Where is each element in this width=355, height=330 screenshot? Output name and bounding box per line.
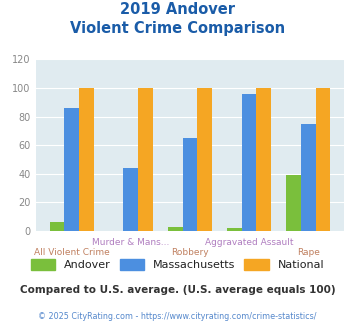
Bar — [227, 228, 242, 231]
Text: Compared to U.S. average. (U.S. average equals 100): Compared to U.S. average. (U.S. average … — [20, 285, 335, 295]
Bar — [138, 88, 153, 231]
Bar — [301, 124, 316, 231]
Bar — [182, 138, 197, 231]
Bar — [316, 88, 330, 231]
Bar — [242, 94, 256, 231]
Text: Rape: Rape — [297, 248, 320, 257]
Text: 2019 Andover: 2019 Andover — [120, 2, 235, 16]
Bar — [79, 88, 94, 231]
Bar — [50, 222, 64, 231]
Text: Robbery: Robbery — [171, 248, 209, 257]
Bar — [124, 168, 138, 231]
Bar — [286, 175, 301, 231]
Text: All Violent Crime: All Violent Crime — [34, 248, 110, 257]
Text: © 2025 CityRating.com - https://www.cityrating.com/crime-statistics/: © 2025 CityRating.com - https://www.city… — [38, 312, 317, 321]
Bar — [256, 88, 271, 231]
Text: Violent Crime Comparison: Violent Crime Comparison — [70, 21, 285, 36]
Legend: Andover, Massachusetts, National: Andover, Massachusetts, National — [26, 255, 329, 275]
Text: Murder & Mans...: Murder & Mans... — [92, 238, 169, 247]
Bar — [64, 108, 79, 231]
Bar — [197, 88, 212, 231]
Text: Aggravated Assault: Aggravated Assault — [205, 238, 293, 247]
Bar — [168, 227, 182, 231]
